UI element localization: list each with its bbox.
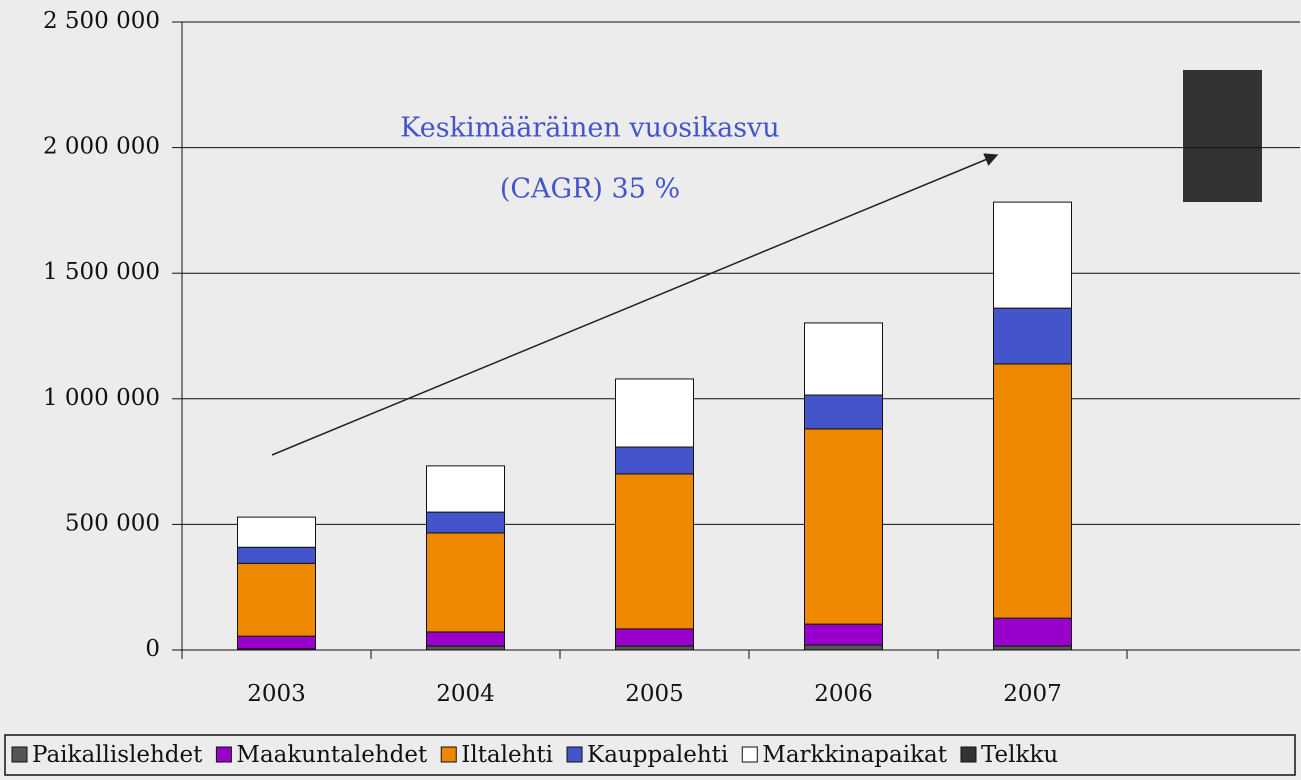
x-tick-label: 2006 — [814, 681, 873, 707]
annotation: (CAGR) 35 % — [500, 174, 680, 205]
y-tick-label: 2 000 000 — [43, 134, 160, 160]
y-tick-label: 500 000 — [65, 510, 160, 536]
bar-segment — [993, 363, 1072, 619]
bar-segment — [426, 532, 505, 633]
legend-label: Iltalehti — [461, 742, 553, 768]
bar-segment — [615, 378, 694, 448]
legend-swatch — [11, 746, 28, 763]
bar-segment — [993, 201, 1072, 309]
y-tick-label: 2 500 000 — [43, 8, 160, 34]
bar-segment — [237, 562, 316, 637]
bar-segment — [804, 394, 883, 430]
annotation: Keskimääräinen vuosikasvu — [400, 113, 779, 144]
bar-segment — [237, 546, 316, 564]
y-tick-label: 1 000 000 — [43, 385, 160, 411]
y-tick-label: 1 500 000 — [43, 259, 160, 285]
bar-segment — [615, 473, 694, 630]
legend-label: Paikallislehdet — [32, 742, 203, 768]
bar-segment — [237, 516, 316, 548]
bar-segment — [993, 307, 1072, 365]
bar-segment — [804, 623, 883, 646]
legend-label: Markkinapaikat — [762, 742, 947, 768]
bar-segment — [615, 446, 694, 475]
legend-swatch — [440, 746, 457, 763]
x-tick-label: 2003 — [247, 681, 306, 707]
bar-segment — [426, 645, 505, 651]
bar-segment — [993, 617, 1072, 647]
bar-segment — [237, 635, 316, 650]
bar-segment — [426, 511, 505, 534]
bar-segment — [615, 645, 694, 651]
legend-label: Telkku — [981, 742, 1058, 768]
x-tick-label: 2004 — [436, 681, 495, 707]
legend-swatch — [566, 746, 583, 763]
bar-segment — [615, 628, 694, 647]
legend-swatch — [960, 746, 977, 763]
trend-arrow — [271, 153, 999, 456]
bar-segment — [426, 465, 505, 513]
legend-label: Maakuntalehdet — [236, 742, 428, 768]
bar-segment — [993, 645, 1072, 651]
legend-swatch — [741, 746, 758, 763]
bar-segment — [804, 644, 883, 651]
x-tick-label: 2005 — [625, 681, 684, 707]
cover-box — [1183, 70, 1262, 202]
y-tick-label: 0 — [145, 636, 160, 662]
legend-swatch — [215, 746, 232, 763]
bar-segment — [804, 322, 883, 396]
legend-label: Kauppalehti — [587, 742, 728, 768]
bar-segment — [426, 631, 505, 647]
x-tick-label: 2007 — [1003, 681, 1062, 707]
bar-segment — [804, 428, 883, 625]
